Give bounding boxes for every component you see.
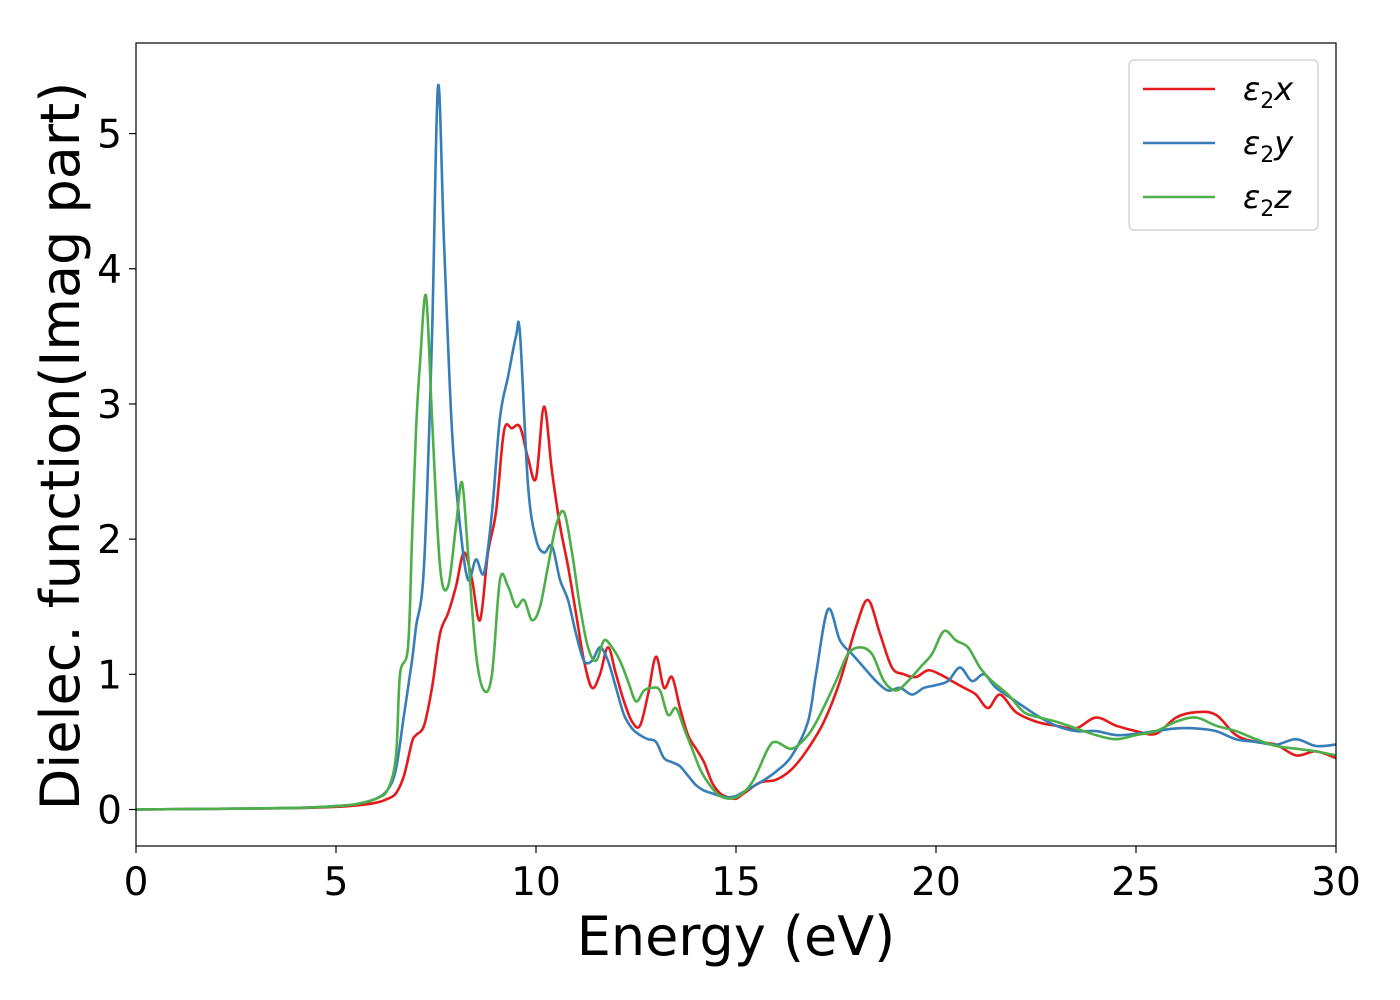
y-tick-label: 3 (97, 383, 122, 428)
y-tick-label: 4 (97, 248, 122, 293)
x-tick-label: 10 (511, 860, 561, 905)
series-line-x (135, 405, 1337, 811)
x-tick-label: 0 (124, 860, 149, 905)
y-tick-label: 5 (97, 113, 122, 158)
y-tick-label: 2 (97, 518, 122, 563)
x-tick-label: 25 (1111, 860, 1161, 905)
x-axis-ticks: 0 5 10 15 20 25 30 (124, 846, 1361, 905)
series-line-z (135, 293, 1337, 811)
y-tick-label: 1 (97, 653, 122, 698)
legend-label-y: ε2y (1243, 124, 1294, 168)
y-axis-title: Dielec. function(Imag part) (29, 82, 92, 811)
legend-label-x: ε2x (1243, 70, 1294, 114)
x-tick-label: 5 (324, 860, 349, 905)
x-tick-label: 30 (1311, 860, 1361, 905)
series-line-y (135, 83, 1337, 811)
legend-label-z: ε2z (1243, 178, 1292, 222)
y-axis-ticks: 0 1 2 3 4 5 (97, 113, 136, 834)
legend: ε2x ε2y ε2z (1128, 59, 1319, 231)
y-tick-label: 0 (97, 789, 122, 834)
x-tick-label: 15 (711, 860, 761, 905)
plot-frame (135, 42, 1337, 847)
x-tick-label: 20 (911, 860, 961, 905)
series-lines (135, 83, 1337, 811)
x-axis-title: Energy (eV) (577, 905, 896, 968)
legend-box (1128, 59, 1319, 231)
